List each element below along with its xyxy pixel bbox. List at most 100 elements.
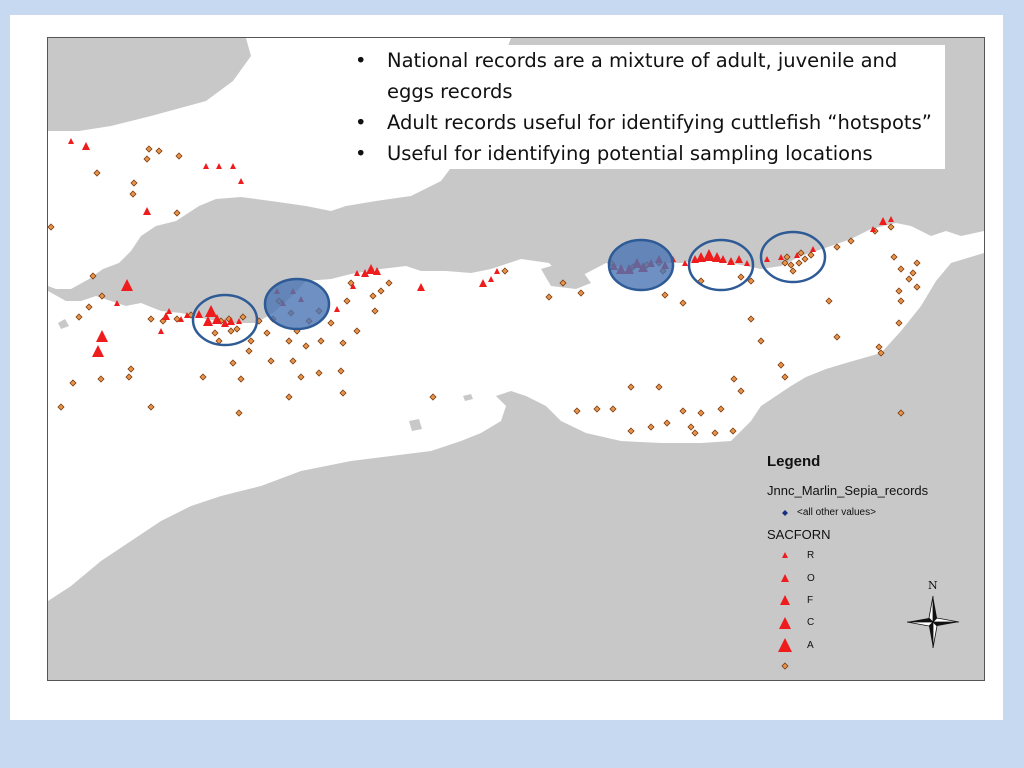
- diamond-record: [75, 313, 83, 321]
- triangle-record: [82, 142, 90, 150]
- diamond-record: [897, 297, 905, 305]
- legend-class-r: R: [807, 550, 815, 561]
- land-jersey: [451, 451, 475, 463]
- diamond-record: [297, 373, 305, 381]
- diamond-record: [125, 373, 133, 381]
- diamond-record: [833, 243, 841, 251]
- diamond-record: [155, 147, 163, 155]
- triangle-record: [238, 178, 244, 184]
- land-wales: [48, 38, 251, 131]
- diamond-record: [797, 249, 805, 257]
- diamond-record: [239, 313, 247, 321]
- diamond-record: [679, 299, 687, 307]
- diamond-record: [890, 253, 898, 261]
- hotspot-circle: [263, 277, 331, 331]
- diamond-record: [285, 337, 293, 345]
- diamond-record: [747, 315, 755, 323]
- diamond-record: [339, 339, 347, 347]
- north-label: N: [928, 579, 938, 592]
- hotspot-circle: [759, 230, 827, 284]
- diamond-record: [285, 393, 293, 401]
- triangle-record: [794, 252, 800, 258]
- diamond-record: [237, 375, 245, 383]
- triangle-record: [227, 317, 235, 325]
- diamond-record: [730, 375, 738, 383]
- bullet-item: Useful for identifying potential samplin…: [345, 138, 945, 169]
- diamond-record: [89, 272, 97, 280]
- legend-symbols: [778, 510, 792, 670]
- diamond-record: [847, 237, 855, 245]
- diamond-record: [897, 265, 905, 273]
- triangle-record: [373, 267, 381, 275]
- diamond-record: [377, 287, 385, 295]
- diamond-record: [737, 273, 745, 281]
- hotspot-circles: [191, 230, 827, 347]
- diamond-record: [48, 223, 55, 231]
- legend-class-o: O: [807, 573, 815, 584]
- triangle-record: [334, 306, 340, 312]
- triangle-record: [162, 312, 170, 320]
- land-guernsey: [409, 419, 422, 431]
- diamond-record: [729, 427, 737, 435]
- triangle-record: [68, 138, 74, 144]
- triangle-record: [417, 283, 425, 291]
- triangle-record: [195, 310, 203, 318]
- diamond-record: [211, 329, 219, 337]
- triangle-record: [488, 276, 494, 282]
- bullet-list: National records are a mixture of adult,…: [345, 45, 945, 169]
- triangle-record: [870, 226, 876, 232]
- diamond-record: [98, 292, 106, 300]
- diamond-record: [781, 373, 789, 381]
- triangle-record: [778, 254, 784, 260]
- triangle-record: [479, 279, 487, 287]
- diamond-record: [573, 407, 581, 415]
- diamond-record: [93, 169, 101, 177]
- land-alderney: [463, 394, 473, 401]
- diamond-record: [663, 419, 671, 427]
- diamond-record: [327, 319, 335, 327]
- diamond-record: [343, 297, 351, 305]
- diamond-record: [317, 337, 325, 345]
- diamond-record: [369, 292, 377, 300]
- legend-title: Legend: [767, 453, 821, 470]
- triangle-record: [230, 163, 236, 169]
- diamond-record: [577, 289, 585, 297]
- diamond-record: [559, 279, 567, 287]
- diamond-record: [339, 389, 347, 397]
- diamond-record: [143, 155, 151, 163]
- diamond-symbol-icon: [781, 662, 789, 670]
- diamond-record: [130, 179, 138, 187]
- diamond-record: [609, 405, 617, 413]
- diamond-record: [895, 287, 903, 295]
- triangle-symbol-icon: [781, 574, 789, 582]
- triangle-record: [764, 256, 770, 262]
- hotspot-circle: [191, 293, 259, 347]
- diamond-record: [875, 343, 883, 351]
- triangle-record: [744, 260, 750, 266]
- diamond-record: [783, 253, 791, 261]
- triangle-record: [212, 314, 222, 324]
- diamond-record: [737, 387, 745, 395]
- triangle-record: [216, 163, 222, 169]
- triangle-record: [712, 252, 722, 262]
- diamond-record: [501, 267, 509, 275]
- triangle-record: [810, 246, 816, 252]
- triangle-record: [158, 328, 164, 334]
- bullet-item: National records are a mixture of adult,…: [345, 45, 945, 107]
- legend-class-a: A: [807, 640, 814, 651]
- diamond-record: [801, 255, 809, 263]
- diamond-record: [747, 277, 755, 285]
- diamond-record: [807, 251, 815, 259]
- diamond-record: [655, 383, 663, 391]
- diamond-record: [227, 327, 235, 335]
- diamond-record: [147, 403, 155, 411]
- diamond-record: [789, 267, 797, 275]
- triangle-record: [205, 305, 217, 317]
- diamond-record: [233, 325, 241, 333]
- diamond-record: [173, 209, 181, 217]
- diamond-symbol-icon: [782, 510, 788, 516]
- diamond-record: [302, 342, 310, 350]
- hotspot-circle: [607, 238, 675, 292]
- diamond-record: [289, 357, 297, 365]
- triangle-record: [366, 264, 376, 274]
